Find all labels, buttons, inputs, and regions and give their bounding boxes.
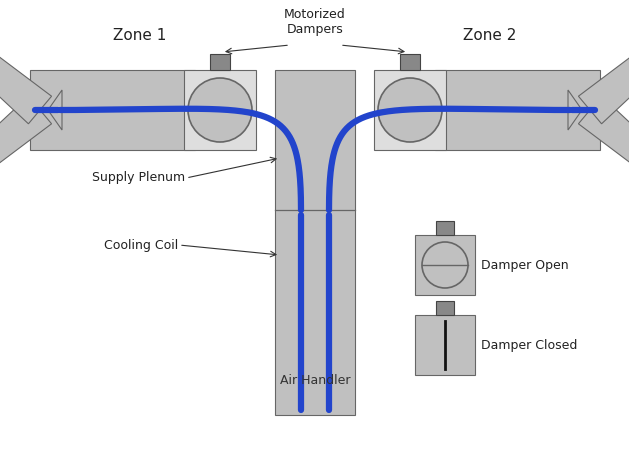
Bar	[275, 70, 355, 415]
Text: Damper Open: Damper Open	[481, 258, 569, 271]
Circle shape	[378, 78, 442, 142]
Bar	[374, 70, 446, 150]
Text: Motorized
Dampers: Motorized Dampers	[284, 8, 346, 36]
Bar	[435, 70, 600, 150]
Bar	[30, 70, 195, 150]
Bar	[210, 54, 230, 70]
Text: Zone 1: Zone 1	[113, 27, 167, 42]
Circle shape	[422, 242, 468, 288]
Text: Zone 2: Zone 2	[464, 27, 516, 42]
Polygon shape	[568, 90, 582, 130]
Circle shape	[188, 78, 252, 142]
Polygon shape	[0, 96, 52, 169]
Bar	[436, 301, 454, 315]
Text: Supply Plenum: Supply Plenum	[92, 171, 185, 184]
Text: Damper Closed: Damper Closed	[481, 338, 577, 351]
Polygon shape	[579, 51, 629, 124]
Bar	[415, 315, 475, 375]
Polygon shape	[0, 51, 52, 124]
Bar	[415, 235, 475, 295]
Text: Cooling Coil: Cooling Coil	[104, 238, 178, 252]
Bar	[400, 54, 420, 70]
Polygon shape	[579, 96, 629, 169]
Polygon shape	[48, 90, 62, 130]
Bar	[184, 70, 256, 150]
Bar	[436, 221, 454, 235]
Text: Air Handler: Air Handler	[280, 374, 350, 387]
